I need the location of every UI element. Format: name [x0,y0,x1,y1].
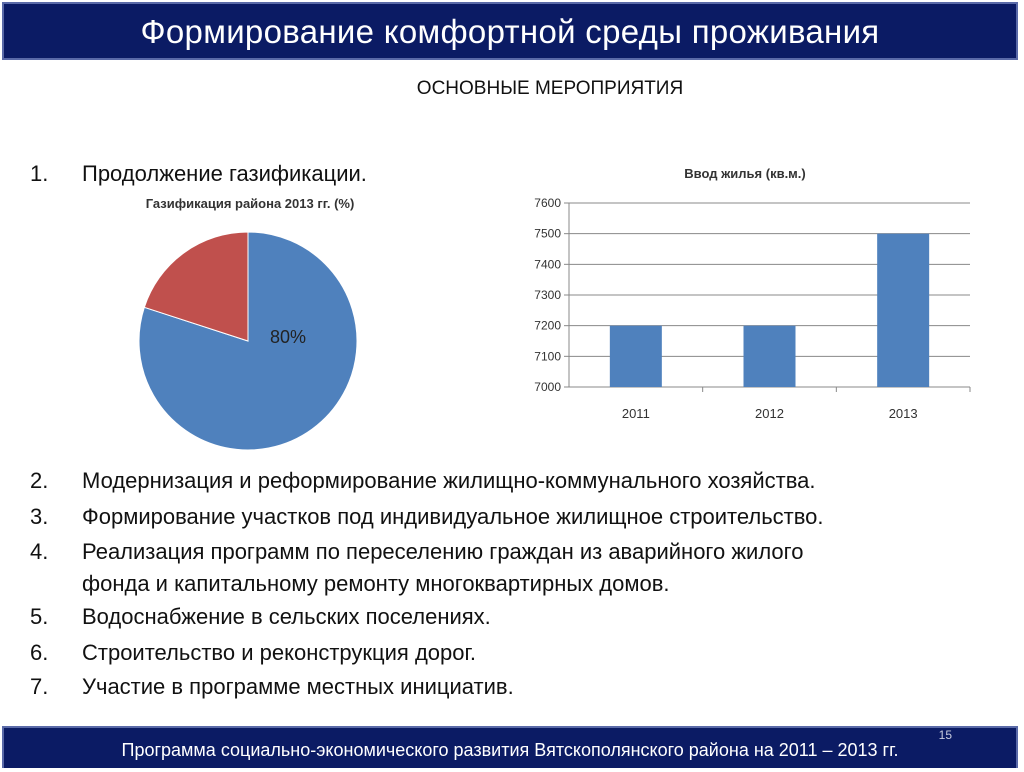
bar-ytick-label: 7300 [534,288,561,302]
bar-2012 [743,325,796,387]
page-number: 15 [938,728,952,742]
list-number: 4. [30,539,49,564]
pie-chart-svg: 80% [138,231,358,451]
bar-xtick-label: 2012 [755,406,784,421]
bar-ytick-label: 7000 [534,380,561,394]
list-text: Реализация программ по переселению гражд… [82,539,804,564]
list-number: 3. [30,504,49,529]
list-number: 1. [30,161,49,186]
bar-ytick-label: 7500 [534,227,561,241]
list-number: 7. [30,674,49,699]
list-text: Строительство и реконструкция дорог. [82,640,476,665]
list-text: Продолжение газификации. [82,161,367,186]
list-text: Модернизация и реформирование жилищно-ко… [82,468,816,493]
list-number: 6. [30,640,49,665]
list-text-continued: фонда и капитальному ремонту многокварти… [82,571,670,596]
bar-2011 [609,325,662,387]
pie-data-label: 80% [270,327,306,347]
header: Формирование комфортной среды проживания [0,0,1024,64]
bar-chart: Ввод жилья (кв.м.) 7000 7100 7200 7300 7400 7… [505,160,985,440]
bar-xtick-label: 2011 [622,406,650,421]
list-text: Водоснабжение в сельских поселениях. [82,604,491,629]
bar-chart-svg: 7000 7100 7200 7300 7400 7500 7600 2011 2012 2013 [534,196,971,421]
pie-chart-title: Газификация района 2013 гг. (%) [145,196,355,211]
list-text: Участие в программе местных инициатив. [82,674,514,699]
pie-chart: Газификация района 2013 гг. (%) 80% [100,192,400,457]
bar-xtick-label: 2013 [889,406,918,421]
list-text: Формирование участков под индивидуальное… [82,504,824,529]
bar-chart-title: Ввод жилья (кв.м.) [684,166,806,181]
list-number: 2. [30,468,49,493]
footer-bar: Программа социально-экономического разви… [2,726,1018,768]
footer: Программа социально-экономического разви… [0,726,1024,768]
bar-2013 [877,233,930,387]
section-subtitle: ОСНОВНЫЕ МЕРОПРИЯТИЯ [416,78,684,99]
pie-slice-0 [138,231,358,451]
slide-title: Формирование комфортной среды проживания [140,13,880,50]
pie-slice-1 [143,231,249,342]
bar-ytick-label: 7400 [534,257,561,271]
header-bar: Формирование комфортной среды проживания [2,2,1018,60]
footer-text: Программа социально-экономического разви… [121,740,899,760]
bar-ytick-label: 7100 [534,349,561,363]
list-number: 5. [30,604,49,629]
bar-ytick-label: 7200 [534,319,561,333]
bar-ytick-label: 7600 [534,196,561,210]
